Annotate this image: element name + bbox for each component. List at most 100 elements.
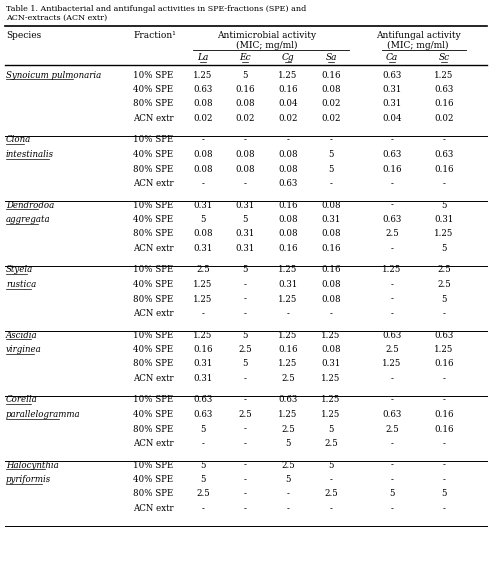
Text: 0.63: 0.63 (434, 331, 454, 340)
Text: Dendrodoa: Dendrodoa (6, 201, 54, 210)
Text: -: - (391, 504, 394, 513)
Text: Ca: Ca (386, 54, 398, 63)
Text: -: - (244, 460, 246, 470)
Text: -: - (443, 374, 445, 383)
Text: -: - (244, 309, 246, 318)
Text: 1.25: 1.25 (193, 331, 213, 340)
Text: 0.63: 0.63 (193, 410, 213, 419)
Text: 1.25: 1.25 (278, 410, 298, 419)
Text: 0.16: 0.16 (382, 164, 402, 173)
Text: 5: 5 (328, 150, 334, 159)
Text: 0.16: 0.16 (434, 359, 454, 368)
Text: 0.16: 0.16 (278, 201, 298, 210)
Text: intestinalis: intestinalis (6, 150, 54, 159)
Text: -: - (244, 475, 246, 484)
Text: 0.02: 0.02 (193, 114, 213, 123)
Text: 2.5: 2.5 (385, 345, 399, 354)
Text: -: - (330, 504, 333, 513)
Text: 2.5: 2.5 (437, 266, 451, 275)
Text: 1.25: 1.25 (434, 229, 454, 238)
Text: Ciona: Ciona (6, 136, 31, 145)
Text: -: - (391, 475, 394, 484)
Text: 0.31: 0.31 (382, 85, 401, 94)
Text: -: - (330, 475, 333, 484)
Text: Styela: Styela (6, 266, 33, 275)
Text: 1.25: 1.25 (193, 71, 213, 80)
Text: (MIC; mg/ml): (MIC; mg/ml) (387, 41, 449, 50)
Text: 5: 5 (200, 215, 206, 224)
Text: 0.08: 0.08 (193, 229, 213, 238)
Text: 0.63: 0.63 (382, 71, 401, 80)
Text: 0.04: 0.04 (278, 99, 298, 108)
Text: 0.02: 0.02 (321, 114, 341, 123)
Text: 5: 5 (242, 71, 248, 80)
Text: 0.08: 0.08 (321, 229, 341, 238)
Text: Halocynthia: Halocynthia (6, 460, 59, 470)
Text: ACN extr: ACN extr (133, 504, 174, 513)
Text: -: - (244, 396, 246, 405)
Text: -: - (244, 280, 246, 289)
Text: -: - (443, 396, 445, 405)
Text: 0.08: 0.08 (278, 150, 298, 159)
Text: 2.5: 2.5 (324, 489, 338, 498)
Text: 2.5: 2.5 (238, 410, 252, 419)
Text: 40% SPE: 40% SPE (133, 410, 173, 419)
Text: La: La (197, 54, 209, 63)
Text: 5: 5 (328, 424, 334, 433)
Text: -: - (202, 439, 205, 448)
Text: 1.25: 1.25 (278, 294, 298, 303)
Text: 5: 5 (200, 475, 206, 484)
Text: -: - (443, 475, 445, 484)
Text: 0.08: 0.08 (321, 280, 341, 289)
Text: -: - (443, 439, 445, 448)
Text: -: - (391, 460, 394, 470)
Text: 0.16: 0.16 (321, 244, 341, 253)
Text: Species: Species (6, 31, 41, 40)
Text: 0.08: 0.08 (278, 164, 298, 173)
Text: -: - (286, 309, 289, 318)
Text: Antimicrobial activity: Antimicrobial activity (217, 31, 316, 40)
Text: 5: 5 (242, 359, 248, 368)
Text: -: - (391, 439, 394, 448)
Text: 2.5: 2.5 (281, 424, 295, 433)
Text: ACN extr: ACN extr (133, 244, 174, 253)
Text: Fraction¹: Fraction¹ (133, 31, 176, 40)
Text: 10% SPE: 10% SPE (133, 331, 173, 340)
Text: 0.16: 0.16 (434, 410, 454, 419)
Text: 1.25: 1.25 (321, 396, 340, 405)
Text: -: - (391, 136, 394, 145)
Text: 40% SPE: 40% SPE (133, 150, 173, 159)
Text: -: - (330, 309, 333, 318)
Text: 2.5: 2.5 (385, 229, 399, 238)
Text: -: - (202, 309, 205, 318)
Text: 0.02: 0.02 (235, 114, 255, 123)
Text: 0.31: 0.31 (321, 215, 340, 224)
Text: 80% SPE: 80% SPE (133, 424, 173, 433)
Text: 2.5: 2.5 (196, 489, 210, 498)
Text: 40% SPE: 40% SPE (133, 280, 173, 289)
Text: Ec: Ec (239, 54, 251, 63)
Text: -: - (286, 136, 289, 145)
Text: 0.63: 0.63 (382, 331, 401, 340)
Text: 0.08: 0.08 (193, 164, 213, 173)
Text: aggregata: aggregata (6, 215, 51, 224)
Text: 5: 5 (389, 489, 395, 498)
Text: 0.08: 0.08 (278, 229, 298, 238)
Text: ACN extr: ACN extr (133, 179, 174, 188)
Text: -: - (391, 309, 394, 318)
Text: pyriformis: pyriformis (6, 475, 51, 484)
Text: 5: 5 (242, 266, 248, 275)
Text: -: - (244, 294, 246, 303)
Text: -: - (244, 424, 246, 433)
Text: 0.63: 0.63 (382, 410, 401, 419)
Text: 80% SPE: 80% SPE (133, 359, 173, 368)
Text: 5: 5 (328, 164, 334, 173)
Text: (MIC; mg/ml): (MIC; mg/ml) (236, 41, 298, 50)
Text: 0.16: 0.16 (235, 85, 255, 94)
Text: 1.25: 1.25 (278, 71, 298, 80)
Text: 0.08: 0.08 (235, 150, 255, 159)
Text: 80% SPE: 80% SPE (133, 489, 173, 498)
Text: 1.25: 1.25 (278, 266, 298, 275)
Text: 0.16: 0.16 (278, 345, 298, 354)
Text: 0.16: 0.16 (434, 424, 454, 433)
